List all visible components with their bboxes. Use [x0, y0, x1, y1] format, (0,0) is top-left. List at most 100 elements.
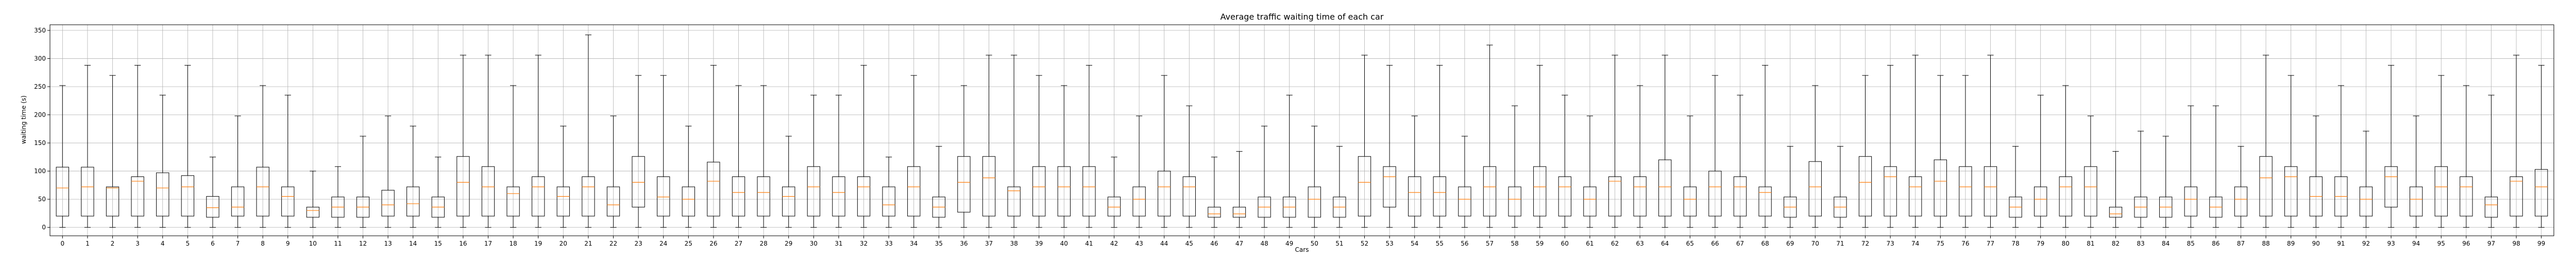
box-layer	[56, 35, 2548, 228]
y-tick-label: 250	[34, 83, 46, 90]
box-43	[1132, 116, 1146, 228]
iqr-box	[982, 156, 996, 217]
iqr-box	[1758, 186, 1772, 217]
iqr-box	[1232, 206, 1246, 218]
x-tick-label: 19	[534, 240, 542, 247]
x-tick-label: 54	[1411, 240, 1418, 247]
iqr-box	[456, 156, 470, 217]
box-44	[1158, 75, 1171, 228]
x-tick-label: 29	[785, 240, 792, 247]
x-tick-label: 49	[1285, 240, 1293, 247]
box-82	[2109, 151, 2123, 228]
iqr-box	[732, 176, 745, 217]
x-tick-label: 0	[60, 240, 64, 247]
iqr-box	[1808, 161, 1822, 217]
box-8	[256, 85, 269, 228]
iqr-box	[907, 166, 921, 217]
box-66	[1708, 75, 1722, 228]
iqr-box	[181, 175, 194, 217]
box-81	[2084, 116, 2097, 228]
box-48	[1258, 125, 1271, 228]
box-91	[2334, 85, 2348, 228]
iqr-box	[657, 176, 670, 217]
box-12	[356, 136, 370, 228]
x-tick-label: 73	[1886, 240, 1894, 247]
x-tick-label: 47	[1235, 240, 1243, 247]
box-32	[857, 65, 871, 228]
x-tick-label: 44	[1160, 240, 1168, 247]
iqr-box	[1383, 166, 1396, 207]
iqr-box	[81, 167, 94, 217]
box-99	[2535, 65, 2548, 228]
iqr-box	[1708, 171, 1722, 217]
box-61	[1583, 116, 1597, 228]
x-tick-label: 59	[1536, 240, 1544, 247]
box-96	[2460, 85, 2473, 228]
x-tick-label: 33	[885, 240, 892, 247]
x-tick-label: 98	[2512, 240, 2520, 247]
x-tick-label: 51	[1335, 240, 1343, 247]
iqr-box	[231, 186, 245, 217]
iqr-box	[2535, 169, 2548, 217]
x-tick-label: 36	[960, 240, 968, 247]
chart-title: Average traffic waiting time of each car	[1221, 12, 1384, 22]
x-tick-label: 95	[2437, 240, 2445, 247]
x-tick-label: 14	[409, 240, 417, 247]
box-31	[832, 94, 845, 228]
x-tick-label: 74	[1911, 240, 1919, 247]
box-5	[181, 65, 194, 228]
x-tick-label: 9	[286, 240, 290, 247]
box-53	[1383, 65, 1396, 228]
iqr-box	[682, 186, 695, 217]
iqr-box	[1658, 159, 1672, 217]
x-tick-label: 18	[509, 240, 517, 247]
x-tick-label: 89	[2287, 240, 2295, 247]
x-tick-label: 16	[459, 240, 467, 247]
box-36	[957, 85, 971, 228]
x-tick-label: 71	[1836, 240, 1844, 247]
box-16	[456, 55, 470, 228]
x-tick-label: 76	[1961, 240, 1969, 247]
x-tick-label: 4	[161, 240, 165, 247]
box-58	[1508, 105, 1521, 228]
x-tick-label: 63	[1636, 240, 1643, 247]
iqr-box	[832, 176, 845, 217]
x-tick-label: 82	[2112, 240, 2120, 247]
x-tick-label: 64	[1661, 240, 1669, 247]
box-25	[682, 125, 695, 228]
box-15	[431, 156, 445, 228]
iqr-box	[1132, 186, 1146, 217]
y-tick-label: 300	[34, 55, 46, 62]
box-17	[481, 55, 495, 228]
iqr-box	[807, 166, 820, 217]
x-tick-label: 23	[634, 240, 642, 247]
box-89	[2284, 75, 2298, 228]
iqr-box	[106, 186, 120, 217]
box-28	[757, 85, 770, 228]
x-tick-label: 35	[935, 240, 943, 247]
x-tick-label: 13	[384, 240, 392, 247]
box-94	[2410, 116, 2423, 228]
y-tick-label: 350	[34, 27, 46, 34]
box-64	[1658, 55, 1672, 228]
iqr-box	[1508, 186, 1521, 217]
x-tick-label: 83	[2137, 240, 2144, 247]
x-tick-label: 81	[2087, 240, 2094, 247]
box-39	[1032, 75, 1046, 228]
iqr-box	[857, 176, 871, 217]
iqr-box	[1683, 186, 1697, 217]
x-axis-label: Cars	[1295, 246, 1309, 253]
x-tick-label: 1	[86, 240, 90, 247]
y-axis-label: waiting time (s)	[20, 95, 27, 144]
iqr-box	[381, 190, 395, 217]
box-47	[1232, 151, 1246, 228]
box-0	[56, 85, 69, 228]
box-92	[2359, 131, 2373, 228]
iqr-box	[1558, 176, 1571, 217]
x-tick-label: 91	[2337, 240, 2345, 247]
iqr-box	[481, 166, 495, 217]
box-4	[156, 94, 170, 228]
x-tick-label: 79	[2037, 240, 2044, 247]
plot-frame	[49, 24, 2554, 236]
box-85	[2184, 105, 2197, 228]
